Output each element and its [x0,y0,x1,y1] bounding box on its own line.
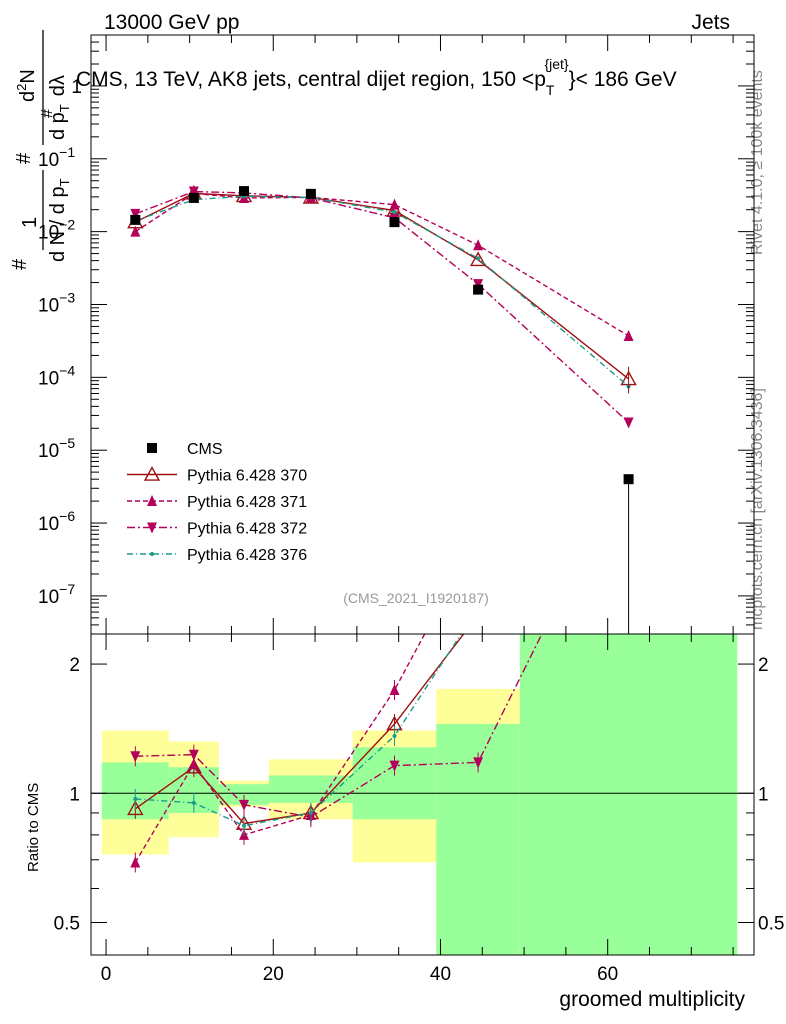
xtick-label-2: 40 [430,964,451,985]
legend-label-4: Pythia 6.428 376 [187,547,307,564]
main-ytick-label-3: 10−4 [38,362,75,389]
legend-label-0: CMS [187,441,223,458]
main-series-line-3 [135,195,630,387]
svg-text:d N / d pT: d N / d pT [47,178,72,262]
reference-label: (CMS_2021_I1920187) [343,590,489,606]
ratio-bands [91,634,754,955]
ratio-ytick-label-right-2: 2 [758,655,769,676]
svg-text:#: # [39,109,56,118]
xtick-label-1: 20 [263,964,284,985]
mcplots-label: mcplots.cern.ch [arXiv:1306.3436] [749,388,766,630]
svg-text:#: # [9,258,31,270]
svg-text:d pTdλ: d pTdλ [47,75,72,140]
main-ytick-label-2: 10−5 [38,435,75,462]
main-series-2-point-6 [623,417,634,429]
ratio-series-2-point-2 [239,799,249,811]
ratio-ytick-label-right-0: 0.5 [758,913,784,934]
ratio-frame [90,633,755,956]
header-right: Jets [691,11,730,34]
green-band-2 [218,784,270,805]
data-point-5 [473,284,484,295]
main-ylabel: # 1 d N / d pT # d2N d pTdλ # [9,30,72,270]
ratio-series-3-point-0 [133,796,138,801]
ratio-ytick-label-left-1: 1 [69,784,80,805]
main-series-3-point-5 [476,256,481,261]
ratio-plot [127,634,543,873]
plot-title: CMS, 13 TeV, AK8 jets, central dijet reg… [76,56,677,98]
ratio-series-2-point-5 [473,757,484,769]
ratio-ylabel: Ratio to CMS [25,783,42,872]
main-plot [127,184,637,634]
main-series-2-point-1 [188,186,199,198]
main-series-line-2 [135,190,630,424]
main-series-2-point-0 [130,208,141,220]
header-left: 13000 GeV pp [104,11,239,34]
legend-label-2: Pythia 6.428 371 [187,494,307,511]
data-point-6 [623,474,634,485]
ratio-ytick-label-left-0: 0.5 [54,913,80,934]
legend-marker-3 [147,522,157,534]
x-axis-label: groomed multiplicity [559,988,745,1011]
data-point-0 [130,214,141,225]
main-series-1-point-6 [623,329,634,341]
xtick-label-3: 60 [597,964,618,985]
main-ytick-label-0: 10−7 [38,581,75,608]
main-ytick-label-4: 10−3 [38,289,75,316]
main-series-1-point-0 [130,225,141,237]
axes: 10−710−610−510−410−310−210−110 20 40 600.5 0… [38,34,784,985]
ratio-series-0-point-0 [127,800,144,816]
ratio-series-2-point-4 [389,760,400,772]
ratio-series-3-point-2 [242,823,246,828]
legend: CMS Pythia 6.428 370 Pythia 6.428 371 Pythi… [127,441,307,564]
ratio-series-3-point-3 [308,810,313,815]
ratio-series-1-point-0 [130,856,141,868]
main-ytick-label-1: 10−6 [38,508,75,535]
main-series-0-point-5 [469,251,487,267]
green-band-3 [269,775,353,803]
ratio-series-2-point-0 [130,751,141,763]
xtick-label-0: 0 [101,964,112,985]
main-series-3-point-4 [392,210,397,215]
legend-label-1: Pythia 6.428 370 [187,468,307,485]
data-point-3 [305,188,316,199]
svg-text:#: # [13,152,35,164]
legend-marker-4 [150,552,154,556]
data-point-2 [239,186,249,197]
legend-label-3: Pythia 6.428 372 [187,521,307,538]
main-series-1-point-4 [389,198,400,210]
svg-text:d2N: d2N [14,69,39,102]
main-series-1-point-5 [473,239,484,251]
main-frame [90,34,755,635]
data-point-4 [389,217,400,228]
legend-marker-1 [143,466,161,481]
ratio-series-1-point-4 [389,684,400,696]
ratio-series-3-point-1 [191,800,196,805]
main-series-line-0 [135,192,630,380]
ratio-series-2-point-1 [188,749,199,761]
legend-marker-0 [147,443,157,453]
legend-marker-2 [147,495,157,506]
green-band-6 [519,634,738,955]
main-ytick-label-7: 1 [71,77,82,98]
data-point-1 [188,192,199,203]
svg-text:1: 1 [19,217,41,228]
ratio-ytick-label-right-1: 1 [758,784,769,805]
ratio-ytick-label-left-2: 2 [69,655,80,676]
main-ytick-label-6: 10−1 [38,144,75,171]
rivet-label: Rivet 4.1.0, ≥ 100k events [749,70,766,255]
ratio-series-3-point-4 [392,733,397,738]
